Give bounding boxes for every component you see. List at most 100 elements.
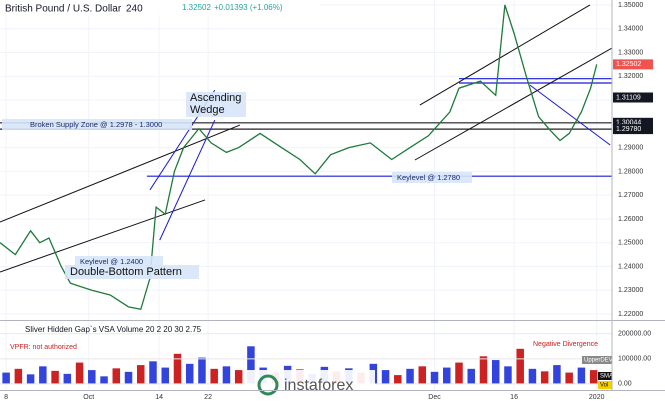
annotation: Keylevel @ 1.2780 [397,173,460,182]
y-tick-label: 1.24000 [618,263,643,270]
price-label: 1.30044 [616,120,641,127]
last-price: 1.32502 [182,3,211,12]
annotation-box [65,265,199,279]
volume-bar [443,367,451,384]
volume-bar [406,368,414,384]
x-tick-label: Dec [428,394,441,401]
annotation-box [392,172,472,183]
volume-bar [2,372,10,384]
volume-bar [161,367,169,384]
y-tick-label: 1.23000 [618,287,643,294]
y-tick-label: 100000.00 [618,356,651,363]
y-tick-label: 1.28000 [618,168,643,175]
x-tick-label: 14 [155,394,163,401]
volume-bar [553,365,561,384]
volume-bar [14,368,23,384]
watermark: instaforex [284,377,353,394]
axis-tag [598,381,612,389]
price-line [0,4,598,311]
annotation-box [75,256,163,267]
volume-bar [112,368,121,384]
volume-pane [0,321,612,390]
volume-bar [185,363,194,384]
annotation: Broken Supply Zone @ 1.2978 - 1.3000 [30,120,162,129]
volume-bar [430,371,439,384]
trendline [159,119,216,241]
volume-bar [124,371,133,384]
divergence-label: Negative Divergence [533,341,598,348]
annotation-box [186,92,246,117]
y-tick-label: 1.22000 [618,311,643,318]
axis-tag-label: UpperDEV [584,358,613,364]
volume-bar [504,366,512,384]
trendline [414,47,612,161]
axis-tag [598,372,612,380]
volume-bar [479,356,488,384]
volume-note: VPFR: not authorized [10,344,77,351]
volume-bar [149,361,157,384]
y-tick-label: 1.33000 [618,49,643,56]
y-tick-label: 1.26000 [618,216,643,223]
price-label-box [613,59,653,70]
y-tick-label: 200000.00 [618,331,651,338]
volume-bar [491,360,500,384]
annotation-box [2,119,192,130]
annotation: Ascending [190,92,241,104]
volume-bar [198,357,206,384]
y-tick-label: 0.00 [618,381,632,388]
annotation: Wedge [190,104,225,116]
watermark-logo [257,374,279,396]
volume-bar [528,368,537,384]
volume-bar [51,370,59,384]
y-tick-label: 1.25000 [618,240,643,247]
volume-bar [26,374,35,384]
x-tick-label: 16 [510,394,518,401]
price-label: 1.29780 [616,126,641,133]
annotation: Keylevel @ 1.2400 [80,257,143,266]
trendline [419,4,591,106]
volume-bar [455,362,463,384]
volume-bar [222,366,231,384]
volume-bar [75,362,84,384]
volume-bar [381,370,390,384]
x-tick-label: 2020 [589,394,605,401]
volume-bar [516,348,524,384]
volume-bar [234,370,243,384]
volume-bar [137,365,145,384]
price-label-box [613,124,653,135]
volume-bar [540,371,549,384]
trendline [529,84,611,146]
annotation: Double-Bottom Pattern [70,266,182,278]
price-label-box [613,92,653,103]
header-bg [0,0,320,17]
x-tick-label: 8 [4,394,8,401]
axis-tag-label: SMA [600,374,613,380]
y-tick-label: 1.29000 [618,144,643,151]
interval: 240 [126,4,143,15]
y-tick-label: 1.35000 [618,2,643,9]
chart-title: British Pound / U.S. Dollar [5,4,122,15]
volume-bar [63,373,72,384]
x-tick-label: 22 [204,394,212,401]
x-tick-label: Oct [83,394,94,401]
y-tick-label: 1.34000 [618,26,643,33]
volume-bar [589,370,598,384]
volume-bar [577,367,586,384]
price-label: 1.32502 [616,61,641,68]
price-label-box [613,117,653,128]
volume-title: Sliver Hidden Gap`s VSA Volume 20 2 20 3… [25,325,202,334]
y-tick-label: 1.27000 [618,192,643,199]
volume-bar [100,376,108,384]
volume-bar [418,366,427,384]
trendline [0,199,206,273]
axis-tag [582,356,612,364]
volume-bar [467,368,475,384]
axis-tag-label: Vol [600,383,608,389]
trendline [0,124,241,223]
y-tick-label: 1.32000 [618,73,643,80]
volume-bar [565,372,573,384]
volume-bar [210,368,218,384]
price-label: 1.31109 [616,94,641,101]
